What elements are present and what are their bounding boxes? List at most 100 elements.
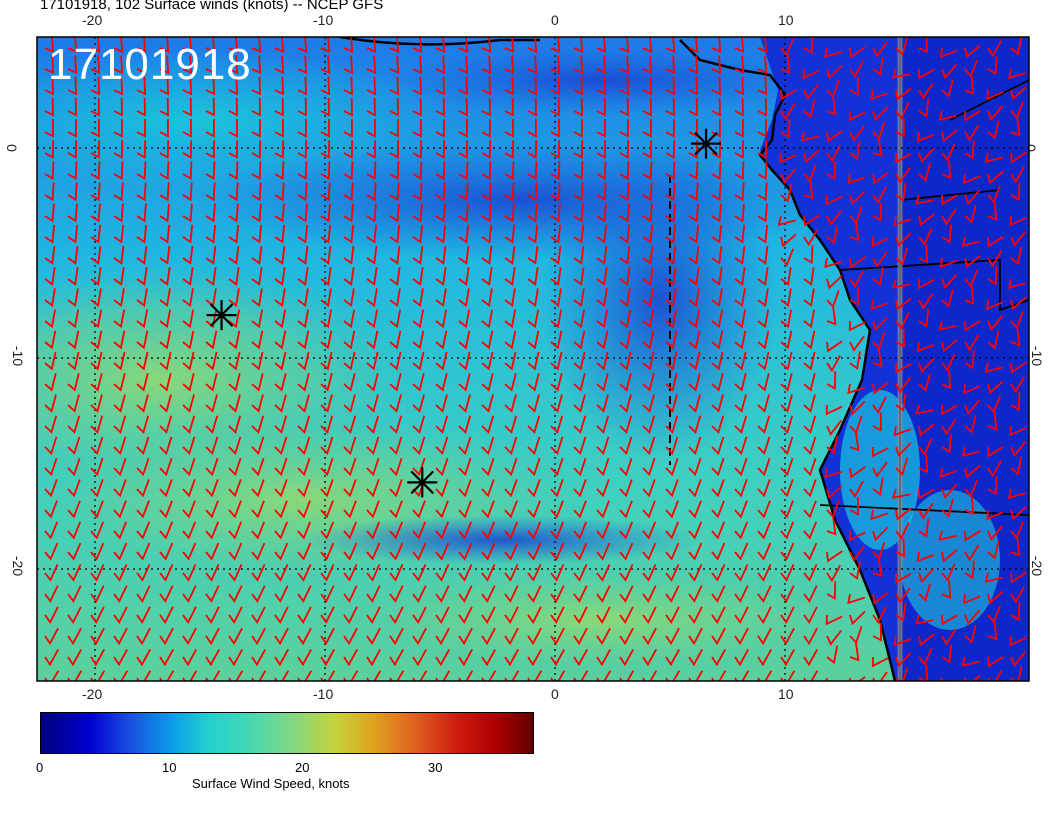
wind-barb (849, 625, 863, 645)
wind-barb (665, 76, 676, 96)
wind-barb (780, 351, 793, 371)
wind-barb (136, 415, 150, 434)
wind-barb (895, 393, 907, 412)
wind-barb (826, 500, 840, 519)
wind-barb (228, 415, 242, 434)
wind-barb (320, 161, 331, 181)
wind-barb (458, 182, 469, 202)
wind-barb (90, 309, 103, 329)
wind-barb (918, 83, 934, 100)
wind-barb (1010, 361, 1027, 374)
wind-barb (297, 500, 311, 519)
wind-barb (251, 288, 263, 308)
wind-barb (941, 404, 958, 416)
wind-barb (182, 245, 194, 265)
wind-barb (893, 635, 912, 647)
wind-barb (228, 606, 243, 625)
wind-barb (619, 415, 633, 434)
wind-barb (366, 161, 377, 181)
wind-barb (389, 245, 401, 265)
wind-barb (984, 362, 1003, 373)
wind-barb (389, 161, 400, 181)
wind-barb (136, 97, 146, 117)
wind-barb (848, 530, 866, 542)
wind-barb (573, 542, 588, 561)
wind-barb (895, 603, 907, 622)
wind-barb (734, 37, 745, 53)
wind-barb (757, 564, 772, 582)
wind-barb (642, 521, 657, 540)
wind-barb (527, 182, 538, 202)
wind-barb (136, 351, 149, 371)
wind-barb (872, 267, 884, 286)
wind-barb (412, 521, 427, 540)
wind-barb (412, 37, 423, 53)
wind-barb (688, 309, 701, 329)
wind-barb (435, 351, 448, 371)
wind-barb (458, 479, 472, 498)
wind-barb (1031, 98, 1050, 117)
wind-barb (1007, 278, 1026, 290)
wind-barb (849, 545, 865, 562)
wind-barb (297, 118, 307, 138)
wind-barb (757, 224, 769, 244)
lon-tick-top-4: 10 (778, 12, 794, 28)
wind-barb (573, 648, 588, 667)
wind-barb (343, 606, 358, 625)
wind-barb (366, 521, 381, 540)
wind-barb (412, 288, 424, 308)
wind-barb (366, 203, 377, 223)
wind-barb (504, 373, 517, 392)
wind-barb (642, 627, 657, 646)
wind-barb (826, 485, 843, 500)
wind-barb (297, 76, 308, 96)
wind-barb (895, 522, 910, 540)
wind-barb (251, 500, 265, 519)
wind-barb (941, 208, 957, 226)
wind-barb (44, 203, 55, 223)
wind-barb (734, 330, 747, 350)
wind-barb (642, 648, 657, 667)
wind-barb (159, 521, 174, 540)
wind-barb (803, 181, 814, 200)
wind-barb (297, 37, 308, 53)
wind-barb (573, 394, 586, 413)
wind-barb (780, 309, 793, 329)
wind-barb (596, 140, 607, 159)
wind-barb (251, 521, 266, 540)
wind-barb (780, 288, 792, 308)
wind-barb (1010, 182, 1021, 202)
wind-barb (389, 118, 399, 138)
wind-barb (159, 37, 170, 53)
wind-barb (343, 521, 358, 540)
wind-barb (849, 335, 865, 352)
wind-barb (619, 288, 631, 308)
wind-barb (481, 309, 494, 329)
wind-barb (113, 627, 128, 646)
wind-barb (504, 245, 516, 265)
wind-barb (826, 161, 837, 180)
wind-barb (916, 341, 935, 353)
wind-barb (642, 245, 654, 265)
wind-barb (113, 394, 126, 413)
wind-barb (734, 267, 746, 286)
wind-barb (642, 224, 654, 244)
wind-barb (872, 412, 882, 432)
wind-barb (711, 394, 724, 413)
wind-barb (527, 373, 540, 392)
wind-barb (872, 396, 887, 415)
wind-barb (1031, 163, 1050, 182)
wind-barb (136, 542, 151, 561)
wind-barb (458, 37, 469, 53)
wind-barb (366, 415, 380, 434)
wind-barb (1010, 506, 1027, 521)
wind-barb (780, 183, 793, 203)
wind-barb (113, 351, 126, 371)
wind-barb (343, 373, 356, 392)
wind-barb (389, 500, 403, 519)
wind-barb (228, 479, 242, 498)
wind-barb (939, 257, 958, 269)
wind-barb (366, 182, 377, 202)
wind-barb (251, 648, 266, 667)
wind-barb (44, 479, 58, 498)
